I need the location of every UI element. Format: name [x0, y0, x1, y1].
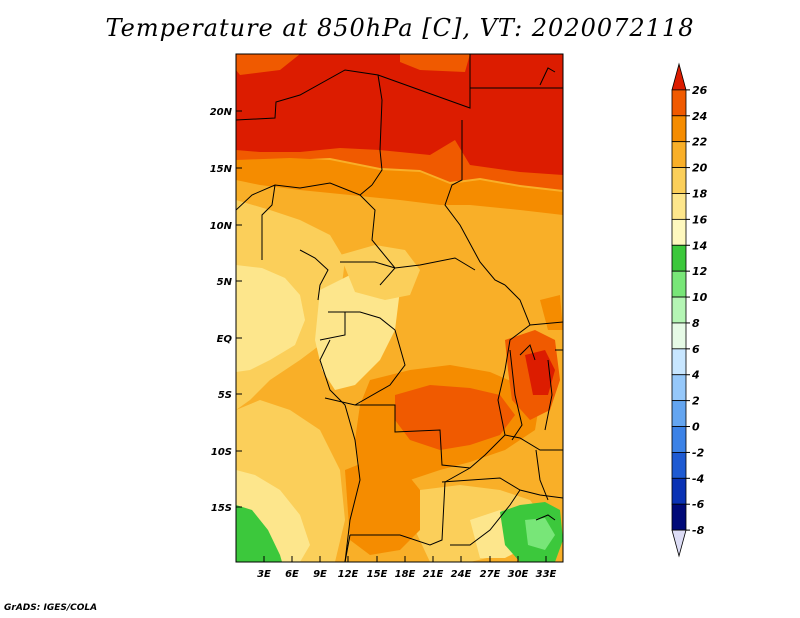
lat-label: 15N	[210, 164, 233, 175]
colorbar-label: 14	[692, 239, 707, 252]
colorbar-swatch	[671, 141, 687, 168]
colorbar-label: 16	[692, 213, 708, 226]
colorbar-swatch	[671, 374, 687, 402]
colorbar-swatch	[671, 426, 687, 453]
colorbar-label: 6	[692, 343, 700, 356]
colorbar-swatch	[671, 89, 687, 117]
lon-label: 24E	[451, 569, 472, 580]
lon-label: 3E	[257, 569, 271, 580]
colorbar-swatch	[671, 167, 687, 194]
colorbar-label: -4	[692, 472, 704, 485]
colorbar-swatch	[671, 452, 687, 479]
colorbar-swatch	[671, 477, 687, 505]
colorbar-label: 22	[692, 136, 708, 149]
colorbar-swatch	[671, 503, 687, 531]
colorbar-label: 0	[692, 421, 700, 434]
colorbar-swatch	[671, 218, 687, 246]
colorbar-swatch	[671, 296, 687, 324]
lon-label: 15E	[367, 569, 388, 580]
colorbar-swatch	[671, 115, 687, 143]
colorbar-label: 26	[692, 84, 708, 97]
lat-label: 5N	[217, 277, 233, 288]
lat-label: 20N	[210, 107, 233, 118]
country-borders	[236, 54, 563, 562]
latitude-axis: 20N 15N 10N 5N EQ 5S 10S 15S	[210, 107, 242, 514]
colorbar-label: 24	[692, 110, 707, 123]
colorbar-label: 4	[691, 369, 700, 382]
colorbar-swatch	[671, 348, 687, 376]
colorbar-label: 2	[692, 395, 700, 408]
colorbar-label: 18	[692, 187, 708, 200]
colorbar-label: -8	[692, 524, 705, 537]
map-frame	[235, 53, 564, 563]
lon-label: 6E	[285, 569, 299, 580]
lat-label: 5S	[218, 390, 232, 401]
colorbar-label: 10	[692, 291, 708, 304]
colorbar-swatch	[671, 270, 687, 298]
lon-label: 21E	[423, 569, 444, 580]
colorbar-swatch	[671, 244, 687, 272]
colorbar-label: -6	[692, 498, 705, 511]
colorbar-swatch	[671, 193, 687, 220]
lon-label: 12E	[338, 569, 359, 580]
credit-text: GrADS: IGES/COLA	[4, 603, 98, 613]
colorbar-swatch	[671, 322, 687, 350]
lon-label: 27E	[480, 569, 501, 580]
lat-label: EQ	[217, 334, 233, 345]
temperature-field	[236, 54, 563, 562]
chart-title: Temperature at 850hPa [C], VT: 202007211…	[105, 14, 695, 42]
lat-label: 15S	[211, 503, 232, 514]
lon-label: 33E	[536, 569, 557, 580]
lat-label: 10N	[210, 221, 233, 232]
longitude-axis: 3E 6E 9E 12E 15E 18E 21E 24E 27E 30E 33E	[257, 556, 557, 580]
colorbar-label: 8	[692, 317, 700, 330]
lon-label: 9E	[313, 569, 327, 580]
colorbar-swatch	[671, 400, 687, 427]
colorbar-label: 12	[692, 265, 708, 278]
colorbar-swatch	[671, 62, 687, 91]
lon-label: 30E	[508, 569, 529, 580]
lon-label: 18E	[395, 569, 416, 580]
lat-label: 10S	[211, 447, 232, 458]
colorbar-label: 20	[692, 162, 708, 175]
colorbar-swatch	[671, 529, 687, 558]
colorbar-label: -2	[692, 446, 705, 459]
